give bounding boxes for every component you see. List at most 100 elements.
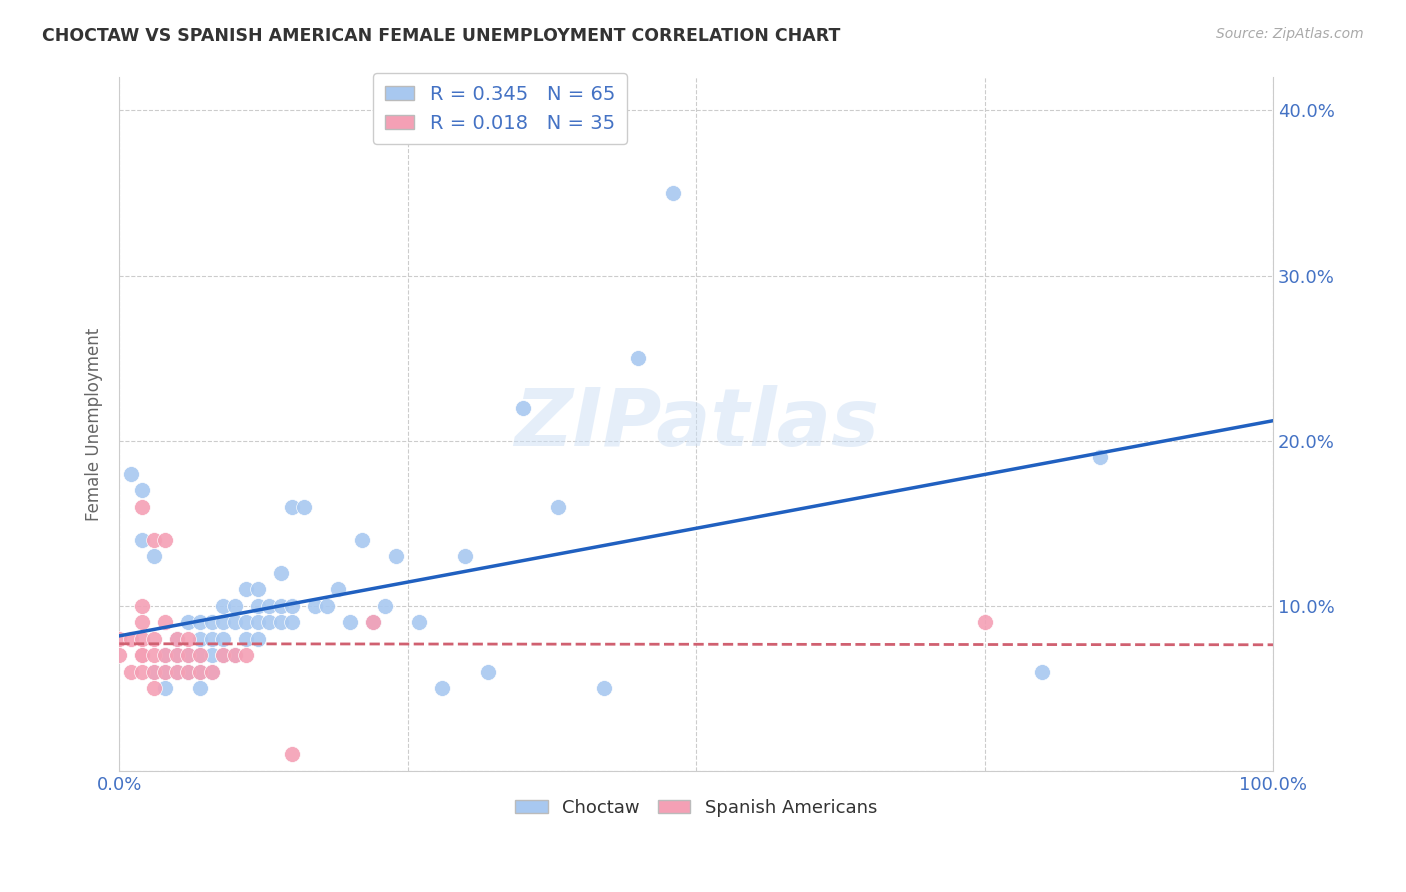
Point [188,632,211,646]
Point [270,615,292,629]
Text: ZIPatlas: ZIPatlas [513,385,879,463]
Point [177,648,200,662]
Point [142,533,165,547]
Point [188,665,211,679]
Point [200,665,222,679]
Point [200,665,222,679]
Point [292,500,315,514]
Point [142,665,165,679]
Point [142,632,165,646]
Point [142,665,165,679]
Point [142,681,165,695]
Point [177,615,200,629]
Point [270,566,292,580]
Point [212,615,235,629]
Point [432,681,454,695]
Point [177,665,200,679]
Point [131,632,153,646]
Point [235,632,257,646]
Point [235,615,257,629]
Point [477,665,499,679]
Point [281,615,304,629]
Point [212,599,235,613]
Point [177,648,200,662]
Point [385,549,408,563]
Point [361,615,384,629]
Point [270,599,292,613]
Point [155,681,177,695]
Point [188,615,211,629]
Point [188,681,211,695]
Point [108,648,131,662]
Point [131,500,153,514]
Point [973,615,995,629]
Point [131,483,153,497]
Point [1088,450,1111,464]
Point [200,615,222,629]
Point [374,599,396,613]
Point [131,599,153,613]
Point [212,648,235,662]
Point [120,665,142,679]
Point [188,648,211,662]
Point [350,533,373,547]
Point [259,615,281,629]
Point [131,648,153,662]
Text: CHOCTAW VS SPANISH AMERICAN FEMALE UNEMPLOYMENT CORRELATION CHART: CHOCTAW VS SPANISH AMERICAN FEMALE UNEMP… [42,27,841,45]
Point [212,632,235,646]
Point [235,648,257,662]
Point [512,401,534,415]
Point [246,582,269,596]
Point [547,500,569,514]
Point [131,615,153,629]
Y-axis label: Female Unemployment: Female Unemployment [86,327,103,521]
Point [259,599,281,613]
Point [120,467,142,481]
Point [155,648,177,662]
Legend: Choctaw, Spanish Americans: Choctaw, Spanish Americans [508,791,884,824]
Point [188,665,211,679]
Point [1031,665,1053,679]
Point [200,648,222,662]
Point [131,665,153,679]
Point [281,747,304,762]
Point [235,582,257,596]
Point [592,681,614,695]
Point [224,648,246,662]
Point [339,615,361,629]
Point [246,615,269,629]
Point [224,648,246,662]
Point [177,632,200,646]
Point [166,665,188,679]
Point [627,351,650,365]
Point [224,615,246,629]
Point [224,599,246,613]
Point [408,615,430,629]
Point [454,549,477,563]
Point [120,632,142,646]
Point [188,648,211,662]
Point [316,599,339,613]
Point [304,599,326,613]
Point [155,615,177,629]
Point [328,582,350,596]
Point [662,186,685,200]
Point [246,632,269,646]
Point [200,632,222,646]
Point [131,533,153,547]
Point [281,500,304,514]
Point [361,615,384,629]
Point [155,533,177,547]
Point [108,632,131,646]
Text: Source: ZipAtlas.com: Source: ZipAtlas.com [1216,27,1364,41]
Point [155,665,177,679]
Point [281,599,304,613]
Point [166,648,188,662]
Point [155,665,177,679]
Point [142,648,165,662]
Point [166,632,188,646]
Point [155,648,177,662]
Point [142,549,165,563]
Point [166,648,188,662]
Point [212,648,235,662]
